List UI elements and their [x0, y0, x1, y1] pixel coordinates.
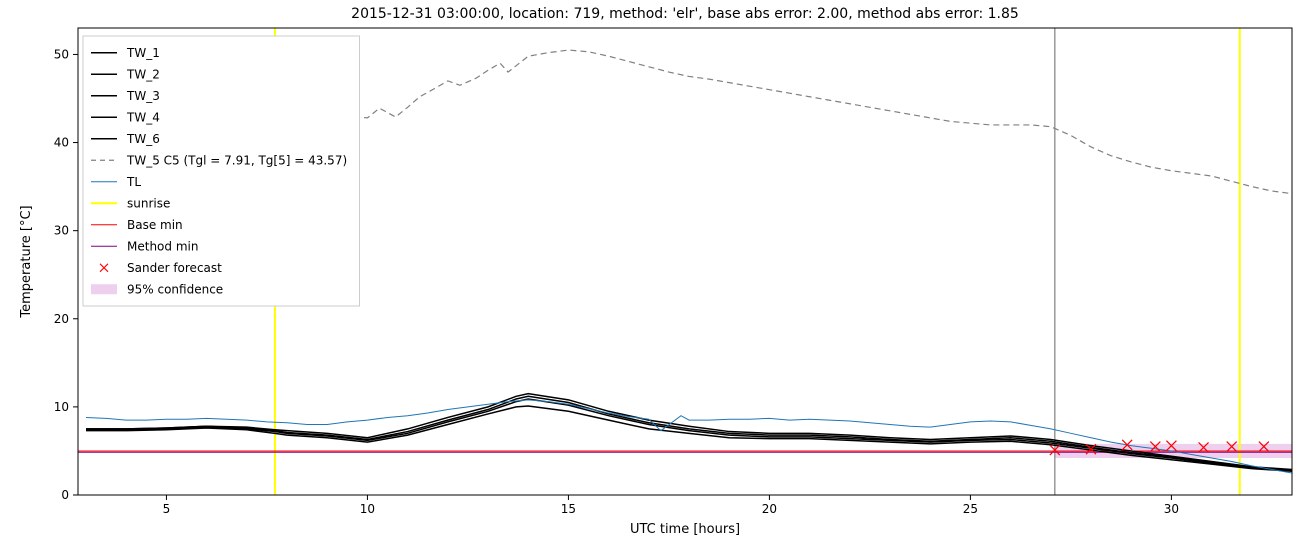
svg-text:Base min: Base min [127, 218, 183, 232]
svg-text:5: 5 [163, 502, 171, 516]
xlabel: UTC time [hours] [630, 522, 740, 537]
svg-text:TW_3: TW_3 [126, 89, 160, 103]
svg-text:TW_2: TW_2 [126, 67, 160, 81]
svg-text:15: 15 [561, 502, 576, 516]
svg-text:30: 30 [54, 224, 69, 238]
svg-text:95% confidence: 95% confidence [127, 282, 223, 296]
svg-text:25: 25 [963, 502, 978, 516]
svg-text:20: 20 [54, 312, 69, 326]
chart-title: 2015-12-31 03:00:00, location: 719, meth… [351, 6, 1019, 22]
svg-text:20: 20 [762, 502, 777, 516]
ylabel: Temperature [°C] [19, 205, 34, 318]
svg-text:40: 40 [54, 136, 69, 150]
svg-text:10: 10 [360, 502, 375, 516]
temperature-chart: 5 10 15 20 25 30 0 10 20 30 40 50 UTC time [hours] Te… [0, 0, 1310, 547]
svg-text:TW_5 C5 (Tgl = 7.91, Tg[5] = 4: TW_5 C5 (Tgl = 7.91, Tg[5] = 43.57) [126, 153, 347, 167]
svg-text:Sander forecast: Sander forecast [127, 261, 222, 275]
svg-text:0: 0 [61, 488, 69, 502]
svg-text:50: 50 [54, 47, 69, 61]
svg-text:sunrise: sunrise [127, 196, 170, 210]
svg-text:10: 10 [54, 400, 69, 414]
svg-text:TL: TL [126, 175, 141, 189]
svg-text:TW_6: TW_6 [126, 132, 160, 146]
svg-text:30: 30 [1164, 502, 1179, 516]
svg-text:TW_4: TW_4 [126, 110, 160, 124]
svg-text:TW_1: TW_1 [126, 46, 160, 60]
legend: TW_1 TW_2 TW_3 TW_4 TW_6 TW_5 C5 (Tgl = 7.91,… [83, 36, 360, 306]
svg-text:Method min: Method min [127, 239, 198, 253]
